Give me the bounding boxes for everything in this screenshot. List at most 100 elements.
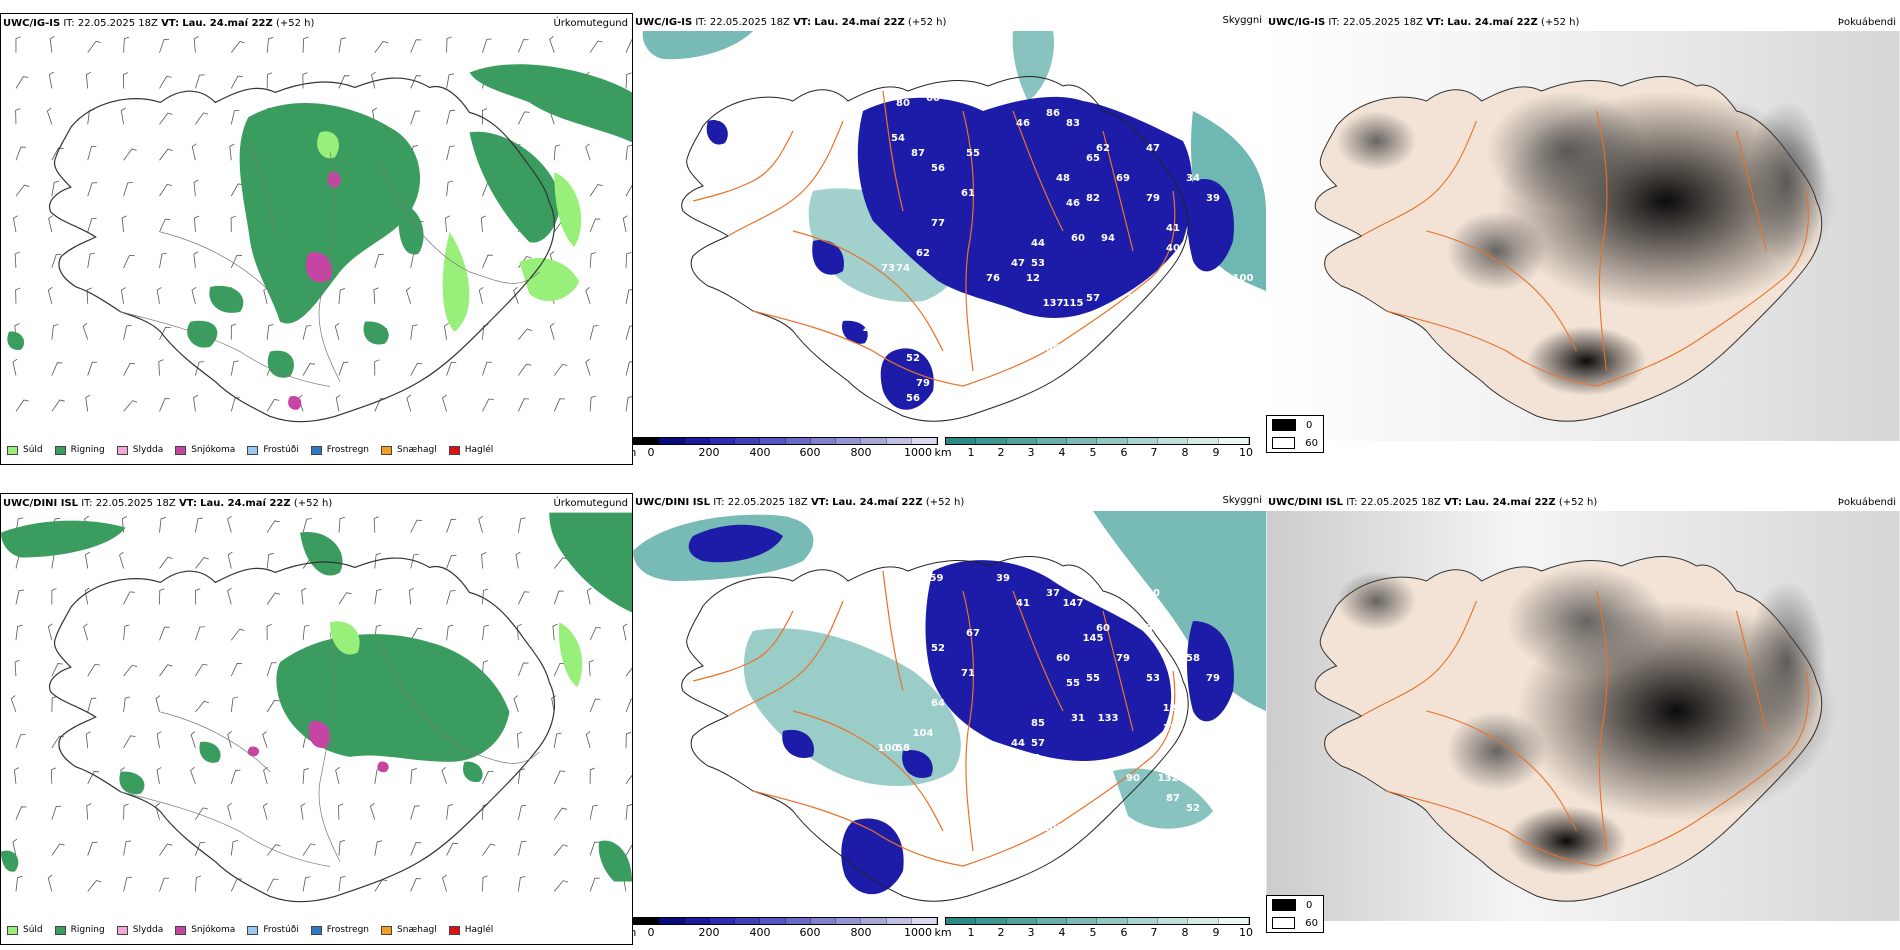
- cloud-base-label: 100: [1083, 773, 1104, 784]
- wind-barb: [410, 878, 422, 892]
- wind-barb: [338, 516, 345, 533]
- panel-header: UWC/IG-IS IT: 22.05.2025 18Z VT: Lau. 24…: [635, 17, 946, 28]
- wind-barb: [51, 735, 65, 749]
- panel-title: Úrkomutegund: [553, 498, 628, 509]
- panel-header: UWC/DINI ISL IT: 22.05.2025 18Z VT: Lau.…: [3, 498, 332, 509]
- wind-barb: [335, 394, 341, 412]
- wind-barb: [589, 841, 600, 856]
- wind-barb: [15, 76, 29, 89]
- wind-barb: [159, 588, 165, 605]
- colorbar-segment: [886, 918, 912, 924]
- legend-swatch: [247, 925, 259, 935]
- wind-barb: [123, 840, 131, 856]
- height-colorbar-ticks: m 0 200 400 600 800 1000: [633, 925, 938, 939]
- cloud-base-label: 54: [891, 133, 905, 144]
- cloud-base-label: 73: [881, 263, 895, 274]
- colorbar-segment: [1218, 918, 1249, 924]
- cloud-base-label: 208: [1043, 823, 1064, 834]
- colorbar-segment: [836, 918, 862, 924]
- colorbar-tick: 200: [698, 446, 720, 459]
- colorbar-segment: [760, 918, 786, 924]
- wind-barb: [87, 361, 98, 376]
- cloud-base-label: 145: [1083, 633, 1104, 644]
- wind-barb: [478, 287, 484, 304]
- wind-barb: [552, 623, 558, 641]
- wind-barb: [123, 182, 133, 197]
- wind-barb: [230, 696, 239, 713]
- legend-swatch: [116, 445, 128, 455]
- cloud-base-label: 53: [1146, 673, 1160, 684]
- wind-barb: [625, 289, 632, 304]
- wind-barb: [410, 75, 422, 89]
- wind-barb: [120, 107, 126, 125]
- wind-barb: [262, 802, 268, 820]
- legend-swatch: [381, 445, 393, 455]
- wind-barb: [625, 144, 632, 161]
- wind-barb: [481, 108, 488, 125]
- wind-barb: [482, 38, 492, 53]
- wind-barb: [410, 842, 421, 856]
- wind-barb: [482, 398, 494, 412]
- wind-barb: [553, 807, 568, 820]
- wind-barb: [338, 803, 344, 820]
- cloud-base-label: 46: [936, 838, 950, 849]
- wind-barb: [85, 731, 91, 748]
- colorbar-segment: [1158, 438, 1189, 444]
- wind-barb: [410, 253, 419, 268]
- wind-barb: [123, 362, 136, 376]
- wind-barb: [302, 768, 309, 784]
- wind-barb: [262, 731, 268, 749]
- wind-barb: [442, 394, 447, 412]
- wind-barb: [266, 399, 280, 412]
- legend-label: Súld: [23, 445, 43, 455]
- wind-barb: [123, 254, 135, 269]
- wind-barb: [625, 39, 632, 53]
- low-cloud-base-areas: [688, 524, 1234, 895]
- legend-swatch: [310, 445, 322, 455]
- vt-label: VT:: [178, 498, 197, 509]
- colorbar-segment: [1067, 438, 1098, 444]
- wind-barb: [121, 215, 127, 233]
- roads-lines: [120, 142, 540, 387]
- it-label: IT:: [1346, 497, 1358, 508]
- it-label: IT:: [695, 17, 707, 28]
- wind-barb: [585, 143, 591, 161]
- wind-barb: [159, 38, 170, 53]
- cloud-base-label: 53: [1031, 258, 1045, 269]
- legend-item: Haglél: [448, 445, 493, 455]
- cloud-base-label: 90: [1046, 343, 1060, 354]
- colorbar-tick: 1000: [904, 446, 932, 459]
- wind-barb: [51, 253, 62, 269]
- vt-label: VT:: [793, 17, 812, 28]
- wind-barb: [230, 840, 239, 856]
- vt-label: VT:: [810, 497, 829, 508]
- height-colorbar-ticks: m 0 200 400 600 800 1000: [633, 445, 938, 459]
- colorbar-segment: [709, 438, 735, 444]
- wind-barb: [159, 184, 173, 197]
- wind-barb: [193, 394, 199, 412]
- wind-barb: [230, 109, 240, 125]
- wind-barb: [194, 875, 202, 892]
- colorbar-segment: [861, 918, 887, 924]
- fog-shading: [1336, 566, 1837, 876]
- precip-areas: [7, 64, 632, 410]
- wind-barb: [193, 251, 199, 268]
- wind-barb: [230, 397, 241, 412]
- wind-barb: [156, 731, 162, 748]
- cloud-base-label: 137: [1043, 298, 1064, 309]
- colorbar-segment: [886, 438, 912, 444]
- wind-barb: [622, 215, 628, 233]
- wind-barb: [482, 660, 489, 677]
- wind-barb: [119, 551, 124, 569]
- wind-barb: [230, 215, 236, 233]
- legend-label: Frostregn: [326, 445, 370, 455]
- wind-barb: [51, 362, 63, 376]
- wind-barb: [410, 110, 421, 125]
- wind-barb: [444, 215, 450, 233]
- vt-label: VT:: [1426, 17, 1445, 28]
- colorbar-segment: [684, 918, 710, 924]
- cloud-base-label: 56: [906, 393, 920, 404]
- colorbar-segment: [810, 438, 836, 444]
- wind-barb: [338, 361, 349, 376]
